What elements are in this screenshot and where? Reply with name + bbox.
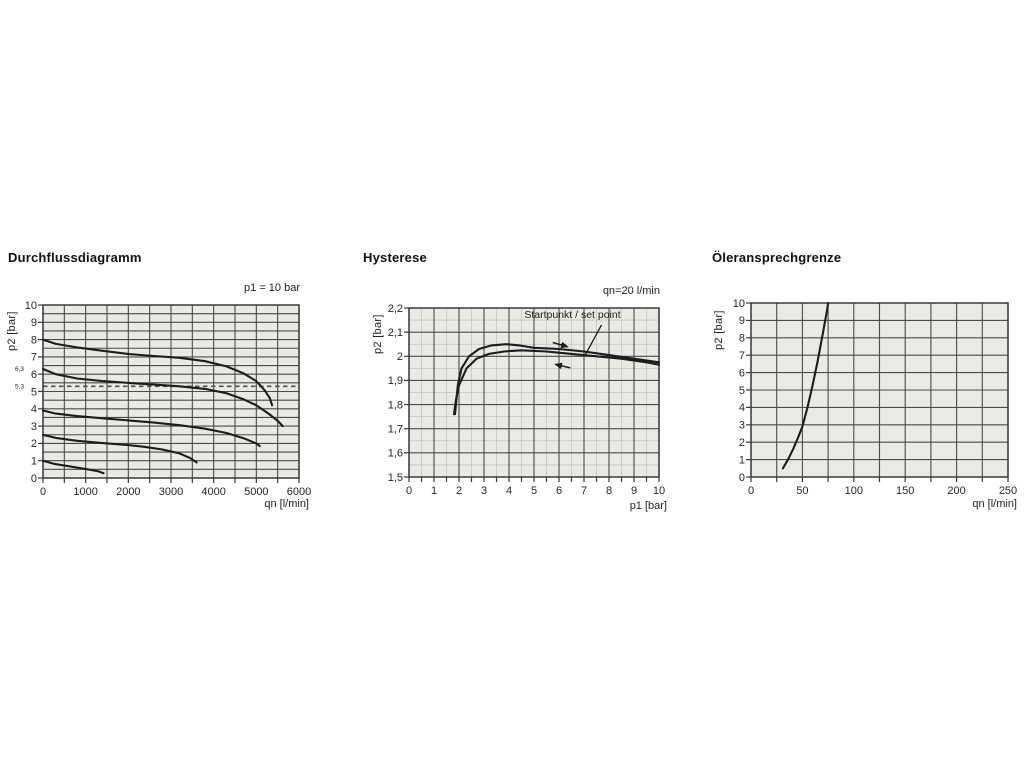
x-tick-label: 100 xyxy=(845,485,863,497)
series-curve-0 xyxy=(453,343,661,416)
y-tick-label: 10 xyxy=(733,298,745,310)
chart-canvas-durchfluss: 0 1000 2000 3000 4000 5000 6000 0 1 2 3 4 5 6 7 8 9 10 6,3… xyxy=(15,300,311,498)
x-tick-label: 2 xyxy=(456,485,462,497)
y-sub-label: 6,3 xyxy=(15,366,24,373)
series-curve-4 xyxy=(41,459,105,475)
x-tick-label: 5 xyxy=(531,485,537,497)
x-tick-label: 7 xyxy=(581,485,587,497)
y-tick-label: 1 xyxy=(31,456,37,468)
callout-leader-line xyxy=(584,324,603,356)
y-tick-label: 9 xyxy=(739,315,745,327)
y-tick-label: 8 xyxy=(31,334,37,346)
series-curve-0 xyxy=(781,301,830,470)
y-tick-label: 1,9 xyxy=(388,375,403,387)
y-tick-label: 1,8 xyxy=(388,399,403,411)
x-axis-label-hysterese: p1 [bar] xyxy=(629,500,667,512)
y-tick-label: 3 xyxy=(739,420,745,432)
y-tick-label: 3 xyxy=(31,421,37,433)
x-tick-label: 1 xyxy=(431,485,437,497)
chart-title-hysterese: Hysterese xyxy=(363,250,427,265)
x-tick-label: 5000 xyxy=(244,486,268,498)
x-tick-label: 4 xyxy=(506,485,512,497)
y-tick-label: 2,1 xyxy=(388,327,403,339)
series-curve-1 xyxy=(41,367,284,428)
x-tick-label: 8 xyxy=(606,485,612,497)
y-tick-label: 9 xyxy=(31,317,37,329)
y-tick-label: 2 xyxy=(739,437,745,449)
series-curve-1 xyxy=(452,349,661,416)
y-tick-label: 4 xyxy=(31,404,37,416)
y-tick-label: 1 xyxy=(739,454,745,466)
x-tick-label: 3000 xyxy=(159,486,183,498)
x-tick-label: 3 xyxy=(481,485,487,497)
x-axis-label-oel: qn [l/min] xyxy=(972,498,1017,510)
setpoint-callout-label: Startpunkt / set point xyxy=(524,309,621,321)
y-tick-label: 0 xyxy=(31,473,37,485)
series-curve-2 xyxy=(41,409,261,448)
y-tick-label: 1,6 xyxy=(388,448,403,460)
y-tick-label: 7 xyxy=(739,350,745,362)
direction-arrow-left-head xyxy=(554,362,563,369)
axis-ticks xyxy=(746,302,1009,482)
x-tick-label: 6000 xyxy=(287,486,311,498)
x-tick-label: 0 xyxy=(406,485,412,497)
y-tick-label: 2 xyxy=(397,351,403,363)
y-tick-label: 1,7 xyxy=(388,424,403,436)
series-curve-3 xyxy=(41,433,198,464)
x-tick-label: 0 xyxy=(748,485,754,497)
x-tick-label: 50 xyxy=(796,485,808,497)
chart-title-oel: Öleransprechgrenze xyxy=(712,250,842,265)
y-tick-label: 2,2 xyxy=(388,303,403,315)
y-sub-label: 5,3 xyxy=(15,384,24,391)
x-tick-label: 10 xyxy=(653,485,665,497)
chart-title-durchfluss: Durchflussdiagramm xyxy=(8,250,142,265)
y-tick-label: 2 xyxy=(31,438,37,450)
chart-canvas-oeleransprechgrenze: 0 50 100 150 200 250 0 1 2 3 4 5 6 7 8 9 10 xyxy=(733,298,1017,497)
annotation-qn20: qn=20 l/min xyxy=(602,285,660,297)
y-tick-label: 1,5 xyxy=(388,472,403,484)
x-tick-label: 1000 xyxy=(73,486,97,498)
x-tick-label: 250 xyxy=(999,485,1017,497)
annotation-p1: p1 = 10 bar xyxy=(244,282,300,294)
x-tick-label: 2000 xyxy=(116,486,140,498)
x-tick-label: 200 xyxy=(947,485,965,497)
y-tick-label: 4 xyxy=(739,402,745,414)
direction-arrow-right-head xyxy=(560,341,569,348)
y-tick-label: 0 xyxy=(739,472,745,484)
y-tick-label: 7 xyxy=(31,352,37,364)
y-tick-label: 10 xyxy=(25,300,37,312)
y-tick-label: 5 xyxy=(739,385,745,397)
chart-canvas-hysterese: 0 1 2 3 4 5 6 7 8 9 10 1,5 1,6 1,7 1,8 1,9 2 2,1 2,2 xyxy=(388,303,665,497)
x-axis-label-durchfluss: qn [l/min] xyxy=(264,498,309,510)
y-tick-label: 5 xyxy=(31,386,37,398)
x-tick-label: 6 xyxy=(556,485,562,497)
y-tick-label: 6 xyxy=(739,367,745,379)
x-tick-label: 9 xyxy=(631,485,637,497)
x-tick-label: 4000 xyxy=(201,486,225,498)
x-tick-label: 150 xyxy=(896,485,914,497)
y-tick-label: 6 xyxy=(31,369,37,381)
series-curve-0 xyxy=(41,338,274,407)
y-tick-label: 8 xyxy=(739,333,745,345)
x-tick-label: 0 xyxy=(40,486,46,498)
axis-ticks xyxy=(404,307,660,482)
